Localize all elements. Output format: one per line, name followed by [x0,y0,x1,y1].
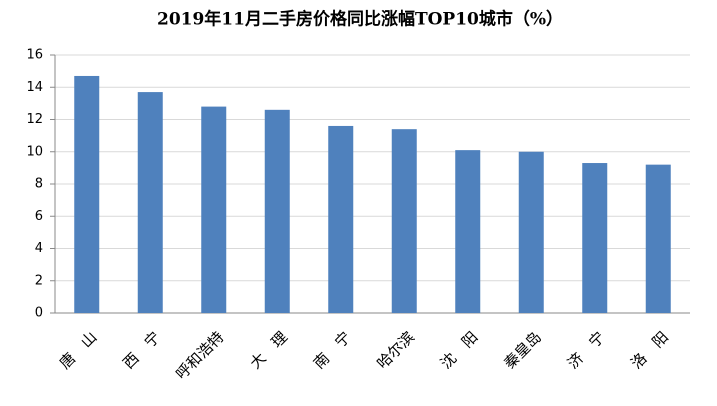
bar [518,151,544,313]
bar [391,129,417,313]
x-tick-label: 西 宁 [119,328,164,373]
bar [645,164,671,313]
x-tick-label: 洛 阳 [627,328,672,373]
x-tick-label: 秦皇岛 [500,328,545,373]
y-tick-label: 8 [35,177,43,192]
x-tick-label: 沈 阳 [437,328,482,373]
bar [74,75,100,314]
y-tick-label: 16 [26,48,43,63]
chart-title: 2019年11月二手房价格同比涨幅TOP10城市（%） [157,9,563,30]
y-tick-label: 0 [35,306,43,321]
x-tick-label: 呼和浩特 [172,328,227,383]
bar [328,125,354,313]
bar [201,106,227,313]
x-tick-label: 济 宁 [564,328,609,373]
y-tick-label: 14 [26,80,43,95]
y-tick-label: 2 [35,273,43,288]
bar [264,109,290,313]
bar [455,150,481,313]
bar [582,163,608,313]
y-tick-label: 6 [35,209,43,224]
x-tick-label: 大 理 [246,328,291,373]
y-tick-label: 4 [35,241,43,256]
x-tick-label: 唐 山 [56,328,101,373]
y-tick-label: 12 [26,112,43,127]
x-tick-label: 哈尔滨 [373,328,418,373]
x-tick-label: 南 宁 [310,328,355,373]
y-tick-label: 10 [26,144,43,159]
bar [137,92,163,314]
